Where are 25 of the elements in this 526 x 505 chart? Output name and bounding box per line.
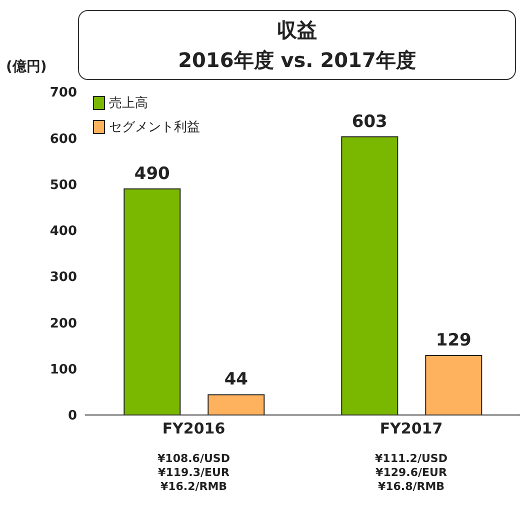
y-tick-label: 700	[50, 86, 77, 101]
legend-label: セグメント利益	[108, 119, 200, 136]
y-tick-label: 300	[50, 270, 77, 286]
y-tick-label: 600	[50, 132, 77, 147]
text: ¥111.2/USD ¥129.6/EUR ¥16.8/RMB	[374, 452, 448, 494]
y-tick-label: 100	[50, 362, 77, 378]
text: ¥108.6/USD ¥119.3/EUR ¥16.2/RMB	[156, 452, 231, 494]
x-tick-label: FY2017	[380, 420, 443, 438]
bar	[425, 354, 482, 415]
bar	[341, 136, 398, 415]
data-label: 490	[134, 164, 170, 184]
chart-title: 収益	[276, 17, 318, 44]
bar	[124, 188, 181, 415]
data-label: 603	[352, 112, 388, 132]
legend-label: 売上高	[108, 95, 149, 112]
bar	[208, 394, 265, 415]
y-axis-title: (億円)	[6, 58, 47, 76]
data-label: 44	[224, 370, 248, 390]
x-tick-label: FY2016	[162, 420, 226, 438]
y-tick-label: 500	[50, 178, 77, 193]
y-tick-label: 200	[50, 316, 77, 332]
y-tick-label: 400	[50, 224, 77, 240]
y-tick-label: 0	[68, 408, 77, 424]
data-label: 129	[436, 330, 472, 350]
chart-subtitle: 2016年度 vs. 2017年度	[177, 47, 417, 74]
